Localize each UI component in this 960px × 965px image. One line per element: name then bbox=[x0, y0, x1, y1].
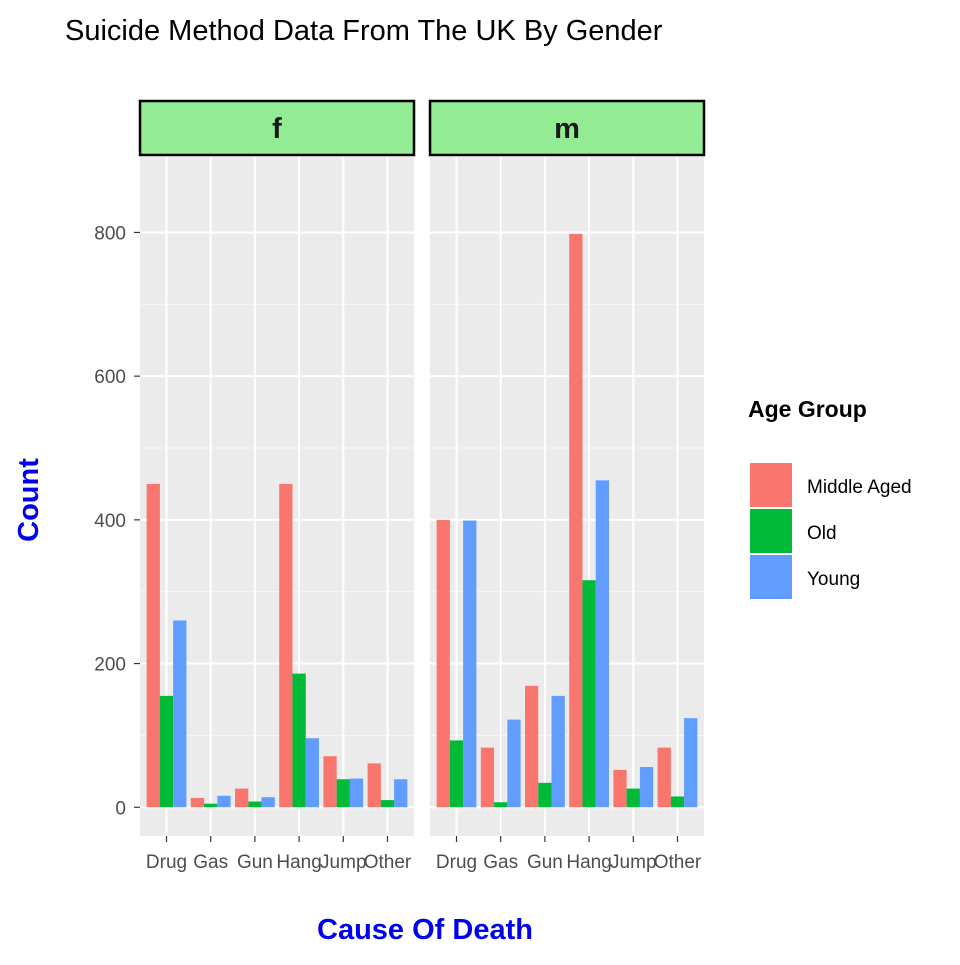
bar-f-old bbox=[380, 800, 395, 808]
y-tick-label: 0 bbox=[115, 798, 126, 819]
facet-strip bbox=[138, 99, 416, 157]
x-tick-label: Drug bbox=[146, 852, 187, 873]
bar-m-young bbox=[684, 718, 698, 808]
x-tick-label: Hang bbox=[566, 852, 611, 873]
bar-m-old bbox=[449, 740, 464, 808]
x-tick-label: Gas bbox=[193, 852, 228, 873]
bar-m-young bbox=[639, 767, 654, 808]
bar-f-old bbox=[292, 673, 306, 808]
x-tick-label: Hang bbox=[276, 852, 321, 873]
x-tick-label: Drug bbox=[436, 852, 477, 873]
bar-f-middle-aged bbox=[235, 788, 249, 808]
bar-f-young bbox=[305, 738, 319, 808]
x-tick-label: Gun bbox=[527, 852, 563, 873]
chart-title: Suicide Method Data From The UK By Gende… bbox=[65, 15, 663, 47]
y-tick-label: 400 bbox=[94, 511, 126, 532]
bar-f-old bbox=[248, 801, 262, 808]
x-tick-label: Jump bbox=[320, 852, 366, 873]
bar-f-young bbox=[349, 778, 364, 808]
x-tick-label: Other bbox=[364, 852, 412, 873]
bar-m-middle-aged bbox=[613, 769, 627, 808]
legend-key-middle-aged bbox=[750, 463, 792, 507]
legend-key-old bbox=[750, 509, 792, 553]
x-tick-label: Other bbox=[654, 852, 702, 873]
bar-f-middle-aged bbox=[367, 763, 381, 808]
bar-f-young bbox=[261, 797, 275, 808]
bar-f-young bbox=[217, 795, 231, 808]
bar-f-old bbox=[159, 695, 174, 808]
bar-m-young bbox=[551, 695, 565, 808]
x-tick-label: Gas bbox=[483, 852, 518, 873]
legend: Age Group Middle Aged Old Young bbox=[748, 396, 912, 599]
legend-label: Middle Aged bbox=[807, 477, 912, 498]
bar-m-middle-aged bbox=[436, 519, 450, 808]
bar-f-young bbox=[173, 620, 187, 808]
bar-m-young bbox=[595, 480, 609, 808]
y-tick-label: 200 bbox=[94, 655, 126, 676]
bar-m-young bbox=[507, 719, 521, 808]
legend-key-young bbox=[750, 555, 792, 599]
x-tick-label: Jump bbox=[610, 852, 656, 873]
bar-f-middle-aged bbox=[323, 756, 337, 808]
bar-m-old bbox=[494, 802, 508, 808]
bar-m-middle-aged bbox=[657, 747, 671, 808]
legend-title: Age Group bbox=[748, 396, 867, 422]
bar-m-middle-aged bbox=[569, 233, 583, 808]
bar-m-old bbox=[670, 796, 685, 808]
bar-f-old bbox=[204, 803, 218, 808]
bar-m-old bbox=[582, 580, 596, 808]
bar-m-old bbox=[626, 788, 640, 808]
y-tick-label: 800 bbox=[94, 223, 126, 244]
facet-strip bbox=[428, 99, 706, 157]
facet-strip-label: m bbox=[554, 113, 580, 145]
bar-f-middle-aged bbox=[279, 483, 293, 808]
y-axis-title: Count bbox=[13, 458, 45, 542]
legend-label: Old bbox=[807, 523, 837, 544]
bar-m-middle-aged bbox=[525, 685, 539, 808]
bar-m-young bbox=[463, 520, 477, 808]
legend-label: Young bbox=[807, 569, 860, 590]
bar-f-middle-aged bbox=[190, 797, 205, 808]
bar-f-old bbox=[336, 779, 350, 808]
bar-m-old bbox=[538, 782, 552, 808]
bar-m-middle-aged bbox=[480, 747, 495, 808]
x-axis-title: Cause Of Death bbox=[317, 914, 533, 946]
bar-f-young bbox=[394, 779, 408, 808]
facet-strip-label: f bbox=[272, 113, 282, 145]
bar-f-middle-aged bbox=[146, 483, 160, 808]
x-tick-label: Gun bbox=[237, 852, 273, 873]
y-tick-label: 600 bbox=[94, 367, 126, 388]
